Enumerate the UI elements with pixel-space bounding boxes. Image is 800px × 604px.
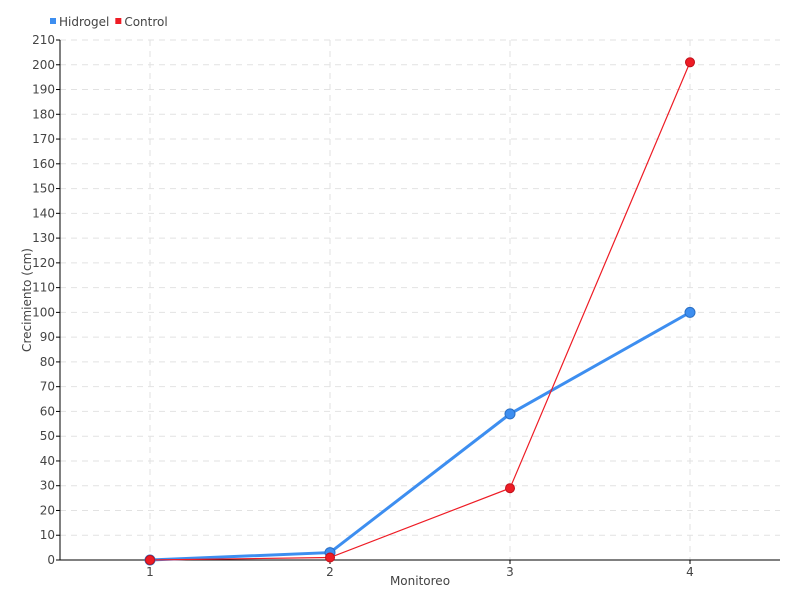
data-point-control	[145, 555, 155, 565]
x-axis-label: Monitoreo	[390, 574, 450, 588]
legend-swatch-hidrogel	[50, 18, 56, 24]
legend-label-control: Control	[124, 15, 167, 29]
data-point-control	[685, 57, 695, 68]
series-line-control	[149, 62, 691, 561]
y-tick-label: 70	[40, 380, 55, 394]
legend-swatch-control	[115, 18, 122, 24]
x-tick-label: 4	[686, 565, 694, 579]
y-tick-label: 170	[32, 132, 55, 146]
data-point-control	[505, 483, 515, 494]
data-point-control	[325, 552, 335, 563]
y-tick-label: 60	[40, 404, 55, 418]
legend-label-hidrogel: Hidrogel	[59, 15, 109, 29]
series-line-hidrogel	[149, 311, 691, 562]
x-tick-label: 2	[326, 565, 334, 579]
y-tick-label: 140	[32, 206, 55, 220]
y-tick-label: 10	[40, 528, 55, 542]
y-tick-label: 90	[40, 330, 55, 344]
series-layer	[144, 57, 696, 566]
y-axis-label: Crecimiento (cm)	[20, 248, 34, 352]
y-tick-label: 110	[32, 281, 55, 295]
x-tick-label: 3	[506, 565, 514, 579]
y-tick-label: 200	[32, 58, 55, 72]
y-tick-label: 100	[32, 305, 55, 319]
y-tick-label: 40	[40, 454, 55, 468]
y-tick-label: 210	[32, 33, 55, 47]
y-tick-label: 130	[32, 231, 55, 245]
data-point-hidrogel	[504, 408, 516, 420]
axes: 0 10 20 30 40 50 60 70 80 90 100 110 120 130 140 150 160…	[32, 33, 780, 579]
y-tick-label: 120	[32, 256, 55, 270]
y-tick-label: 20	[40, 503, 55, 517]
y-tick-label: 80	[40, 355, 55, 369]
data-point-hidrogel	[684, 306, 696, 318]
grid	[60, 39, 780, 560]
y-tick-label: 190	[32, 83, 55, 97]
y-tick-label: 160	[32, 157, 55, 171]
y-tick-label: 180	[32, 107, 55, 121]
y-tick-label: 150	[32, 182, 55, 196]
y-tick-label: 50	[40, 429, 55, 443]
legend: Hidrogel Control	[50, 15, 168, 29]
y-tick-label: 30	[40, 479, 55, 493]
x-tick-label: 1	[146, 565, 154, 579]
y-tick-label: 0	[47, 553, 55, 567]
